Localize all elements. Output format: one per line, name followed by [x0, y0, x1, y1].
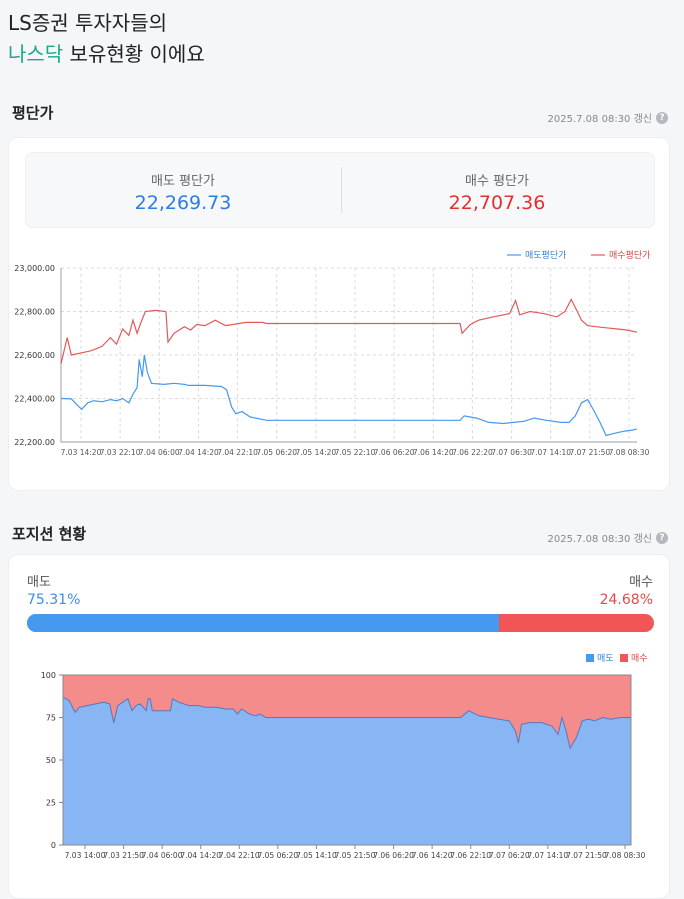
position-ratio-bar — [27, 614, 654, 632]
x-tick-label: 7.05 14:10 — [296, 851, 337, 860]
series-line-buy — [60, 298, 638, 364]
x-tick-label: 7.03 14:00 — [65, 851, 106, 860]
avg-section-title: 평단가 — [12, 104, 54, 122]
legend-label-sell: 매도 — [597, 653, 614, 664]
x-tick-label: 7.04 22:10 — [217, 448, 258, 457]
y-tick-label: 22,600.00 — [14, 351, 55, 360]
help-icon[interactable]: ? — [656, 111, 668, 124]
sell-avg-label: 매도 평단가 — [151, 174, 215, 189]
area-sell — [63, 697, 631, 845]
x-tick-label: 7.05 21:50 — [335, 851, 376, 860]
x-tick-label: 7.06 06:20 — [374, 448, 415, 457]
y-tick-label: 23,000.00 — [14, 264, 55, 273]
y-tick-label: 100 — [41, 671, 56, 680]
y-tick-label: 25 — [46, 799, 56, 808]
x-tick-label: 7.03 21:50 — [103, 851, 144, 860]
legend-label-buy: 매수평단가 — [609, 250, 650, 261]
sell-position-pct: 75.31% — [27, 592, 81, 608]
position-updated: 2025.7.08 08:30 갱신 ? — [548, 530, 668, 545]
avg-price-line-chart[interactable]: 23,000.00 22,800.00 22,600.00 22,400.00 22,2… — [9, 242, 669, 482]
position-card: 매도 75.31% 매수 24.68% 100 75 50 25 0 7.03 14:00… — [8, 554, 670, 899]
x-tick-label: 7.05 22:10 — [335, 448, 376, 457]
x-tick-label: 7.07 21:50 — [570, 448, 611, 457]
x-tick-label: 7.06 14:20 — [412, 851, 453, 860]
sell-avg: 매도 평단가 22,269.73 — [26, 153, 340, 227]
series-line-sell — [60, 354, 638, 437]
buy-avg: 매수 평단가 22,707.36 — [340, 153, 654, 227]
buy-avg-value: 22,707.36 — [448, 192, 546, 214]
avg-updated: 2025.7.08 08:30 갱신 ? — [548, 110, 668, 125]
avg-updated-text: 2025.7.08 08:30 갱신 — [547, 114, 652, 125]
x-tick-label: 7.08 08:30 — [609, 448, 650, 457]
x-tick-label: 7.05 06:20 — [256, 448, 297, 457]
x-tick-label: 7.04 22:10 — [219, 851, 260, 860]
avg-summary-box: 매도 평단가 22,269.73 매수 평단가 22,707.36 — [25, 152, 655, 228]
sell-boundary-line — [62, 696, 631, 750]
y-tick-label: 0 — [51, 841, 56, 850]
buy-position-pct: 24.68% — [599, 592, 653, 608]
x-tick-label: 7.08 08:30 — [605, 851, 646, 860]
x-tick-label: 7.07 14:10 — [530, 448, 571, 457]
x-tick-label: 7.06 06:20 — [373, 851, 414, 860]
x-tick-label: 7.06 22:10 — [450, 851, 491, 860]
x-tick-label: 7.07 06:30 — [491, 448, 532, 457]
position-section-title: 포지션 현황 — [12, 525, 87, 543]
x-tick-label: 7.04 06:00 — [139, 448, 180, 457]
legend-swatch-sell — [586, 654, 594, 662]
x-tick-label: 7.06 22:20 — [452, 448, 493, 457]
x-tick-label: 7.07 21:50 — [566, 851, 607, 860]
x-tick-label: 7.04 06:00 — [142, 851, 183, 860]
headline-accent: 나스닥 — [8, 42, 64, 66]
x-tick-label: 7.05 06:20 — [258, 851, 299, 860]
legend-swatch-buy — [620, 654, 628, 662]
x-tick-label: 7.07 06:20 — [489, 851, 530, 860]
headline-line1: LS증권 투자자들의 — [8, 11, 167, 35]
legend-label-buy: 매수 — [631, 653, 648, 664]
x-tick-label: 7.05 14:20 — [296, 448, 337, 457]
position-area-chart[interactable]: 100 75 50 25 0 7.03 14:007.03 21:507.04 06:00… — [9, 647, 669, 892]
y-tick-label: 22,400.00 — [14, 395, 55, 404]
headline-line2: 나스닥 보유현황 이에요 — [8, 39, 205, 70]
page-headline: LS증권 투자자들의 나스닥 보유현황 이에요 — [8, 8, 205, 70]
sell-ratio-fill — [27, 614, 500, 632]
x-tick-label: 7.03 22:10 — [100, 448, 141, 457]
buy-avg-label: 매수 평단가 — [465, 174, 529, 189]
help-icon[interactable]: ? — [656, 531, 668, 544]
avg-card: 매도 평단가 22,269.73 매수 평단가 22,707.36 23,000… — [8, 137, 670, 491]
x-tick-label: 7.03 14:20 — [61, 448, 102, 457]
y-tick-label: 50 — [46, 756, 56, 765]
legend-label-sell: 매도평단가 — [525, 250, 566, 261]
position-updated-text: 2025.7.08 08:30 갱신 — [547, 534, 652, 545]
avg-divider — [341, 167, 342, 213]
headline-rest: 보유현황 이에요 — [63, 42, 205, 66]
y-tick-label: 75 — [46, 714, 56, 723]
x-tick-label: 7.07 14:10 — [528, 851, 569, 860]
x-tick-label: 7.06 14:20 — [413, 448, 454, 457]
y-tick-label: 22,200.00 — [14, 438, 55, 447]
buy-position-label: 매수 — [629, 575, 653, 590]
sell-position-label: 매도 — [27, 575, 51, 590]
sell-avg-value: 22,269.73 — [134, 192, 232, 214]
x-tick-label: 7.04 14:20 — [178, 448, 219, 457]
x-tick-label: 7.04 14:20 — [180, 851, 221, 860]
y-tick-label: 22,800.00 — [14, 308, 55, 317]
